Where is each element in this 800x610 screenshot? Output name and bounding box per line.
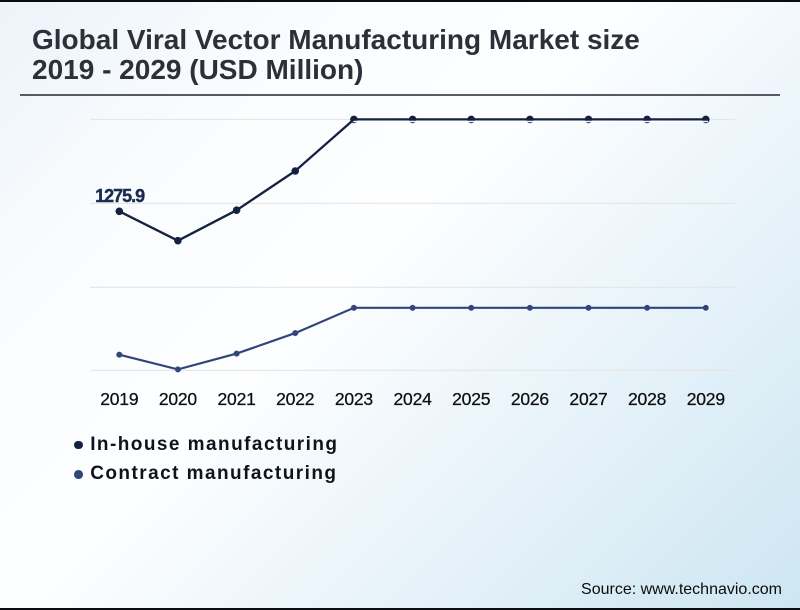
svg-text:2029: 2029 [687,389,725,409]
svg-text:2023: 2023 [335,389,373,409]
svg-text:2026: 2026 [511,389,549,409]
svg-text:2028: 2028 [628,389,666,409]
svg-text:2027: 2027 [569,389,607,409]
svg-text:2020: 2020 [159,389,198,409]
svg-text:2025: 2025 [452,389,490,409]
svg-text:1275.9: 1275.9 [95,186,145,206]
svg-text:2021: 2021 [218,389,256,409]
svg-text:2022: 2022 [276,389,314,409]
svg-text:2019: 2019 [100,389,138,409]
svg-text:2024: 2024 [394,389,433,409]
